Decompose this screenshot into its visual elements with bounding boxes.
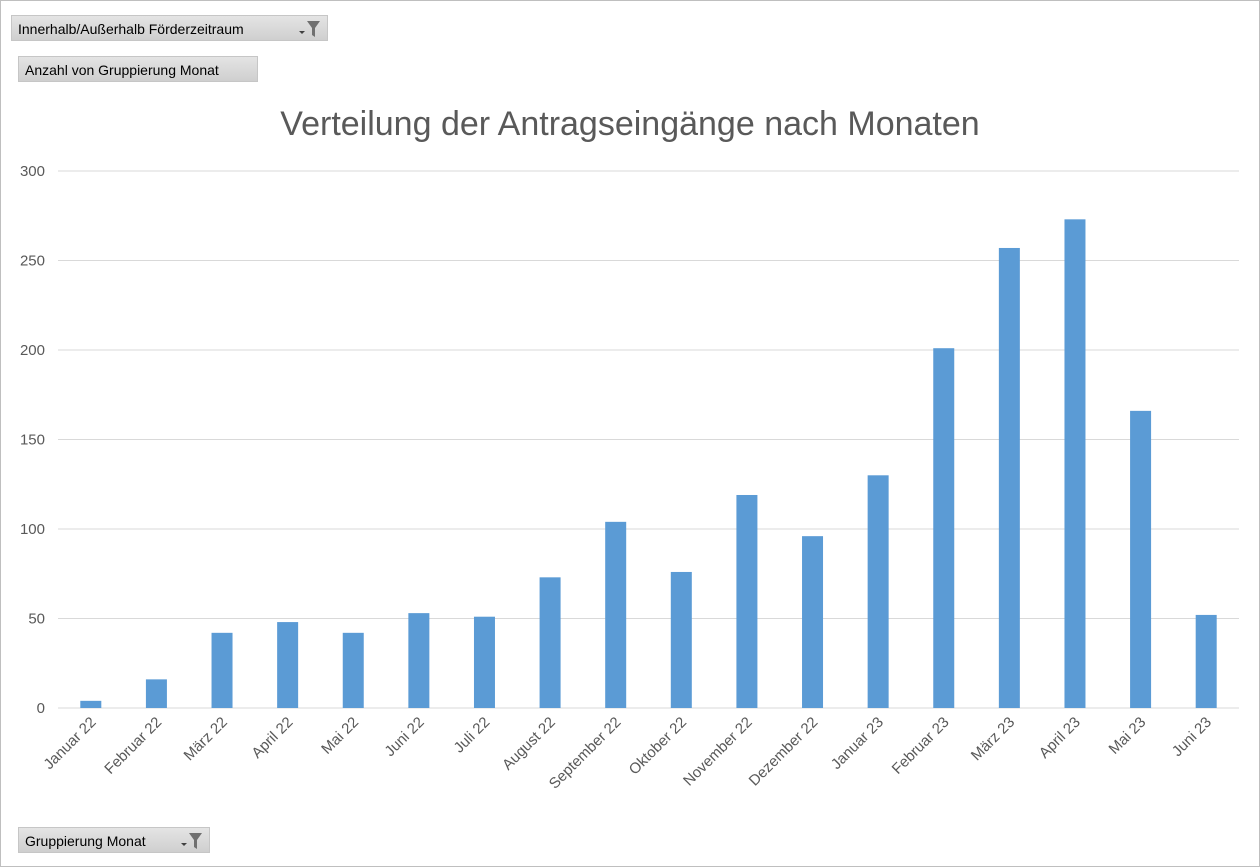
x-tick-label: August 22 [499,714,559,774]
x-tick-label: Februar 23 [889,714,953,778]
x-tick-label: Oktober 22 [626,714,691,779]
value-field-button[interactable]: Anzahl von Gruppierung Monat [18,56,258,82]
x-tick-label: Mai 23 [1106,714,1150,758]
bar [802,536,824,708]
filter-funnel-icon[interactable] [177,832,203,850]
x-tick-label: Dezember 22 [746,714,822,790]
filter-field-label: Innerhalb/Außerhalb Förderzeitraum [18,21,244,37]
bar [736,494,758,708]
bar [473,616,495,708]
bar [539,577,561,708]
y-tick-label: 50 [28,611,45,628]
bar [342,632,364,708]
x-tick-label: Juni 22 [381,714,427,760]
dropdown-arrow-icon [181,843,187,846]
bar [408,613,430,708]
y-tick-label: 250 [20,253,45,270]
bar [867,475,889,708]
x-axis-ticks: Januar 22 Februar 22 März 22 April 22 Mai 22… [40,714,1215,793]
bar [211,632,233,708]
bar [933,348,955,708]
x-tick-label: April 23 [1036,714,1084,762]
filter-funnel-icon[interactable] [295,20,321,38]
y-axis-ticks: 0 50 100 150 200 250 300 [20,163,45,717]
x-tick-label: Januar 22 [40,714,99,773]
x-tick-label: Juni 23 [1169,714,1215,760]
bar [1195,614,1217,708]
axis-field-label: Gruppierung Monat [25,833,146,849]
y-tick-label: 200 [20,342,45,359]
bar [998,247,1020,708]
dropdown-arrow-icon [299,31,305,34]
chart-title: Verteilung der Antragseingänge nach Mona… [280,105,979,143]
x-tick-label: März 22 [181,714,231,764]
x-tick-label: Februar 22 [101,714,165,778]
bar [670,571,692,708]
x-tick-label: November 22 [680,714,756,790]
bar [1064,219,1086,708]
x-tick-label: Mai 22 [318,714,362,758]
bar [605,521,627,708]
x-tick-label: Januar 23 [828,714,887,773]
x-tick-label: April 22 [248,714,296,762]
bar [1130,410,1152,708]
y-tick-label: 100 [20,521,45,538]
y-tick-label: 150 [20,432,45,449]
y-tick-label: 300 [20,163,45,180]
x-tick-label: Juli 22 [451,714,494,757]
bar [277,622,299,708]
axis-field-button[interactable]: Gruppierung Monat [18,827,210,853]
bar-series [80,219,1217,708]
value-field-label: Anzahl von Gruppierung Monat [25,62,219,78]
y-tick-label: 0 [37,700,45,717]
bar [145,679,167,708]
gridlines [58,170,1239,709]
bar [80,700,102,708]
x-tick-label: März 23 [968,714,1018,764]
filter-field-button[interactable]: Innerhalb/Außerhalb Förderzeitraum [11,15,328,41]
